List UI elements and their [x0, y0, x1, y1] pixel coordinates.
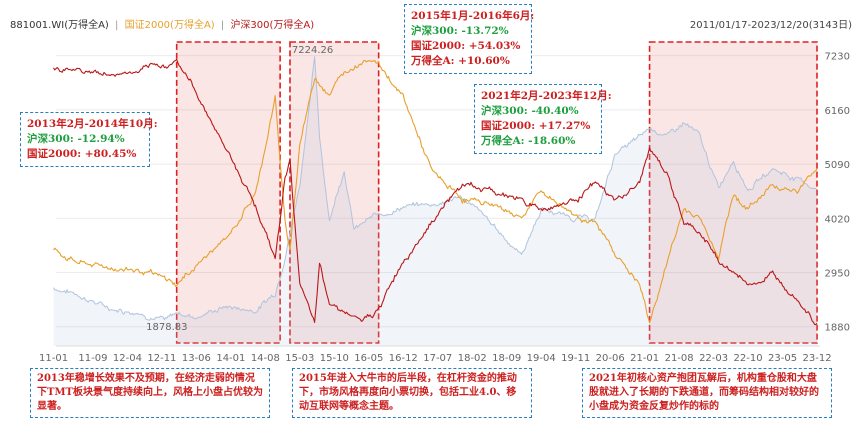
note-2013: 2013年稳增长效果不及预期，在经济走弱的情况下TMT板块景气度持续向上，风格上…	[30, 368, 270, 418]
min-value-label: 1878.83	[146, 322, 187, 333]
x-tick-label: 13-06	[182, 353, 211, 364]
x-tick-label: 18-02	[458, 353, 487, 364]
y-tick-label: 2950	[825, 269, 850, 280]
x-tick-label: 11-01	[39, 353, 68, 364]
annotation-2021-2023: 2021年2月-2023年12月: 沪深300: -40.40% 国证2000:…	[474, 84, 612, 154]
x-tick-label: 18-09	[492, 353, 521, 364]
x-tick-label: 14-08	[251, 353, 280, 364]
highlight-period	[289, 41, 380, 344]
x-tick-label: 16-12	[389, 353, 418, 364]
highlight-period	[175, 41, 281, 344]
y-tick-label: 5090	[825, 160, 850, 171]
header-legend: 881001.WI(万得全A) | 国证2000(万得全A) | 沪深300(万…	[10, 18, 314, 31]
y-tick-label: 4020	[825, 214, 850, 225]
x-axis: 11-01 11-09 12-04 12-11 13-06 14-01 14-08 15-03…	[39, 345, 832, 364]
highlight-periods	[175, 41, 818, 344]
note-2015: 2015年进入大牛市的后半段，在杠杆资金的推动下，市场风格再度向小票切换，包括工…	[292, 368, 532, 418]
x-tick-label: 15-10	[320, 353, 349, 364]
note-2021: 2021年初核心资产抱团瓦解后，机构重仓股和大盘股就进入了长期的下跌通道，而筹码…	[582, 368, 832, 418]
x-tick-label: 19-04	[527, 353, 556, 364]
annotation-2015-2016: 2015年1月-2016年6月: 沪深300: -13.72% 国证2000: …	[404, 4, 534, 74]
x-tick-label: 11-09	[78, 353, 107, 364]
series-area	[53, 56, 817, 347]
extreme-labels: 7224.26 1878.83	[146, 45, 333, 333]
x-tick-label: 23-05	[768, 353, 797, 364]
x-tick-label: 20-06	[596, 353, 625, 364]
y-axis: 1880 2950 4020 5090 6160 7230	[825, 52, 850, 334]
series-lines	[53, 56, 818, 347]
series-line	[53, 59, 818, 324]
max-value-label: 7224.26	[292, 45, 333, 56]
x-tick-label: 23-12	[803, 353, 832, 364]
legend-csi-2000: 国证2000(万得全A)	[125, 18, 215, 31]
x-tick-label: 21-08	[665, 353, 694, 364]
x-tick-label: 14-01	[216, 353, 245, 364]
y-tick-label: 7230	[825, 52, 850, 63]
legend-wind-all-a: 881001.WI(万得全A)	[10, 18, 109, 31]
x-tick-label: 22-10	[734, 353, 763, 364]
series-line	[53, 56, 818, 321]
date-range: 2011/01/17-2023/12/20(3143日)	[690, 20, 852, 31]
x-tick-label: 12-04	[113, 353, 142, 364]
legend-hs300: 沪深300(万得全A)	[230, 18, 314, 31]
y-tick-label: 6160	[825, 106, 850, 117]
x-tick-label: 22-03	[699, 353, 728, 364]
x-tick-label: 17-07	[423, 353, 452, 364]
x-tick-label: 12-11	[147, 353, 176, 364]
annotation-2013-2014: 2013年2月-2014年10月: 沪深300: -12.94% 国证2000:…	[20, 112, 158, 167]
x-tick-label: 19-11	[561, 353, 590, 364]
series-line	[53, 58, 818, 326]
x-tick-label: 16-05	[354, 353, 383, 364]
x-tick-label: 15-03	[285, 353, 314, 364]
y-tick-label: 1880	[825, 323, 850, 334]
highlight-period	[648, 41, 818, 344]
x-tick-label: 21-01	[630, 353, 659, 364]
